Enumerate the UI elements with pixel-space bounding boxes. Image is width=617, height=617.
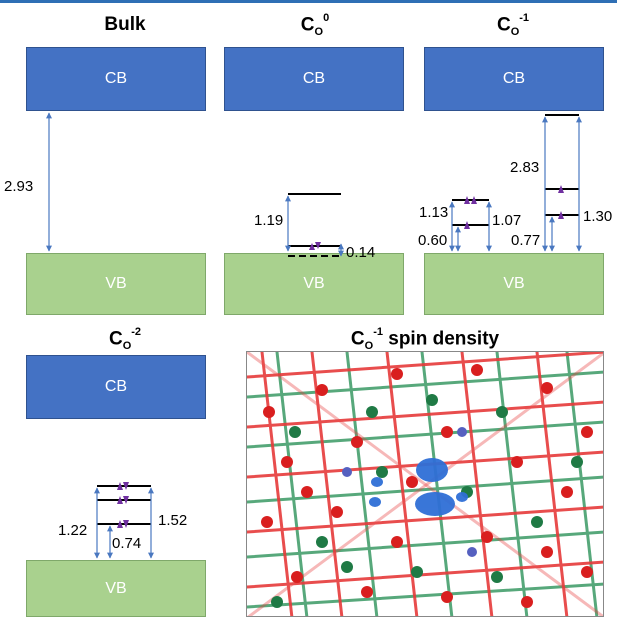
com2-vb-band: VB xyxy=(26,560,206,617)
bulk-gap-label: 2.93 xyxy=(4,178,34,195)
co0-cb-band: CB xyxy=(224,47,404,111)
com1-electrons-left xyxy=(464,196,477,229)
co0-label-1: 1.19 xyxy=(254,212,284,229)
com1-electrons-right xyxy=(558,185,564,219)
com1-label-6: 0.77 xyxy=(511,232,541,249)
com2-title: CO-2 xyxy=(108,326,142,353)
bulk-title: Bulk xyxy=(104,14,146,35)
com1-cb-band: CB xyxy=(424,47,604,111)
header-rule xyxy=(0,0,617,3)
co0-title: CO0 xyxy=(300,12,330,39)
com2-label-1: 1.22 xyxy=(58,522,88,539)
co0-electron-pair xyxy=(309,242,321,250)
com1-label-5: 1.30 xyxy=(583,208,613,225)
crystal-lattice xyxy=(247,352,603,616)
bulk-vb-band: VB xyxy=(26,253,206,315)
com1-label-3: 0.60 xyxy=(418,232,448,249)
com1-vb-band: VB xyxy=(424,253,604,315)
com2-cb-band: CB xyxy=(26,355,206,419)
co0-vb-band: VB xyxy=(224,253,404,315)
com2-label-3: 1.52 xyxy=(158,512,188,529)
spin-title: CO-1 spin density xyxy=(350,326,500,353)
bulk-cb-band: CB xyxy=(26,47,206,111)
com2-electrons xyxy=(117,482,129,528)
com1-label-1: 1.13 xyxy=(419,204,449,221)
spin-isosurface xyxy=(369,458,468,516)
co0-label-2: 0.14 xyxy=(346,244,376,261)
com1-label-4: 2.83 xyxy=(510,159,540,176)
com2-label-2: 0.74 xyxy=(112,535,142,552)
com1-label-2: 1.07 xyxy=(492,212,522,229)
com1-title: CO-1 xyxy=(496,12,530,39)
spin-density-structure xyxy=(246,351,604,617)
